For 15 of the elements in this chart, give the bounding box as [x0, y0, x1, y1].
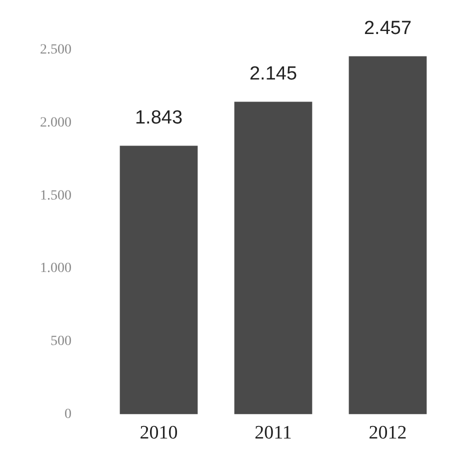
- y-tick-label: 2.500: [40, 42, 72, 58]
- x-tick-label: 2012: [368, 422, 407, 444]
- bar: [348, 56, 427, 414]
- data-label: 2.457: [364, 18, 412, 39]
- y-tick-label: 2.000: [40, 116, 72, 131]
- y-tick-label: 1.500: [40, 188, 72, 204]
- x-tick-label: 2010: [140, 422, 178, 444]
- data-label: 2.145: [249, 63, 298, 84]
- x-tick-label: 2011: [254, 422, 292, 444]
- y-tick-label: 1.000: [40, 261, 72, 276]
- bar: [234, 102, 312, 414]
- data-label: 1.843: [134, 107, 183, 128]
- bar: [120, 146, 198, 414]
- y-tick-label: 0: [64, 406, 72, 422]
- y-tick-label: 500: [50, 334, 72, 350]
